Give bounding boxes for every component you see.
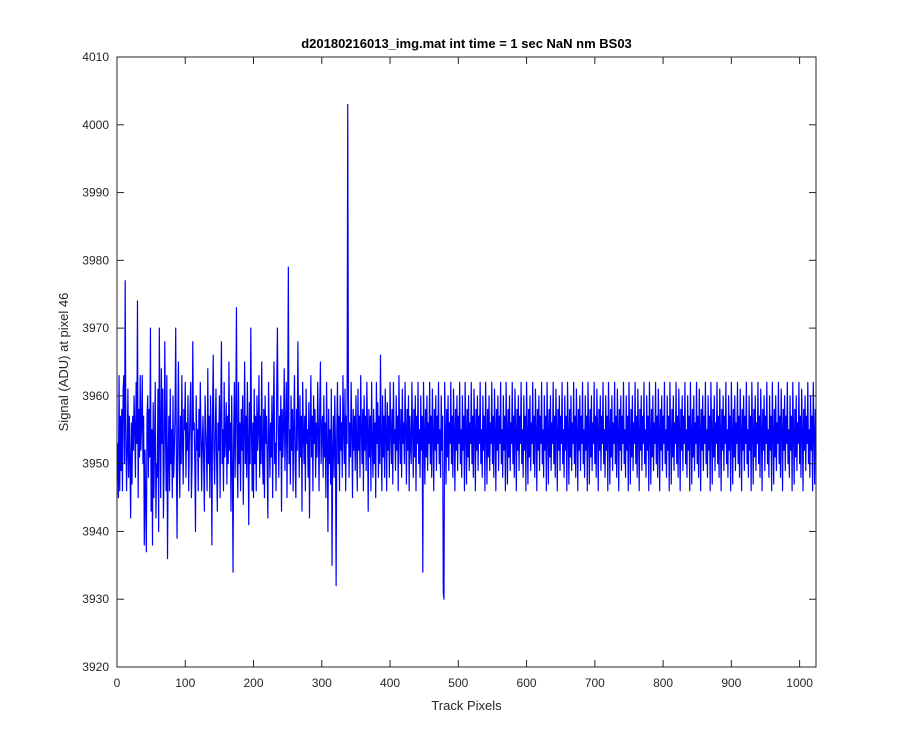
y-tick-label: 3950 [82,457,109,471]
y-tick-label: 4000 [82,118,109,132]
chart-title: d20180216013_img.mat int time = 1 sec Na… [301,36,632,51]
y-tick-label: 3990 [82,186,109,200]
x-tick-label: 400 [380,676,400,690]
x-axis-label: Track Pixels [431,698,502,713]
axes-box [116,56,817,668]
y-tick-label: 3970 [82,321,109,335]
x-tick-label: 700 [585,676,605,690]
x-tick-label: 300 [312,676,332,690]
y-axis-label: Signal (ADU) at pixel 46 [56,293,71,432]
y-tick-label: 3920 [82,660,109,674]
y-tick-label: 3980 [82,253,109,267]
y-tick-label: 3940 [82,524,109,538]
y-tick-label: 3930 [82,592,109,606]
x-tick-label: 0 [114,676,121,690]
axis-ticks: 0 100 200 300 400 500 600 700 800 900 1000 3920 3930… [82,50,816,690]
x-tick-label: 900 [721,676,741,690]
x-tick-label: 800 [653,676,673,690]
x-tick-label: 1000 [786,676,813,690]
y-tick-label: 3960 [82,389,109,403]
signal-trace-line [117,103,817,600]
x-tick-label: 100 [175,676,195,690]
x-tick-label: 600 [517,676,537,690]
y-tick-label: 4010 [82,50,109,64]
x-tick-label: 200 [244,676,264,690]
x-tick-label: 500 [448,676,468,690]
